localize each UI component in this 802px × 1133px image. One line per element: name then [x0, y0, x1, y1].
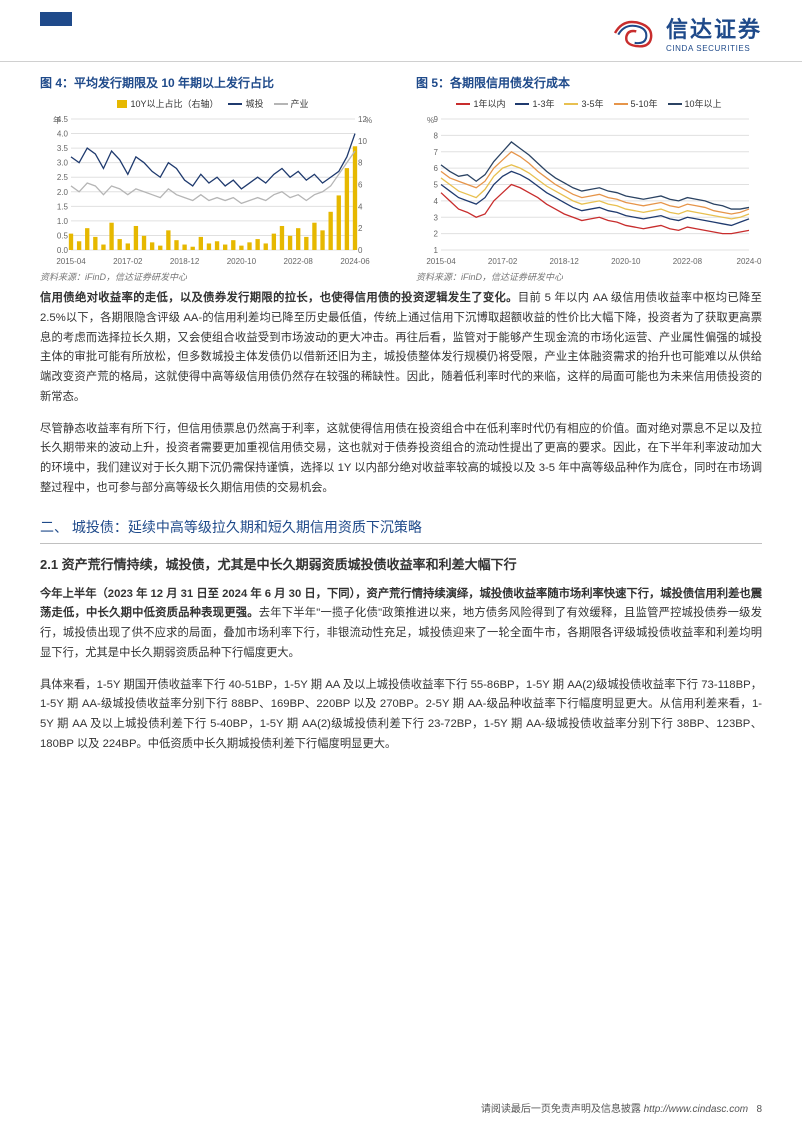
- footer-page: 8: [756, 1104, 762, 1115]
- legend-red-swatch: [456, 103, 470, 105]
- svg-text:3.0: 3.0: [57, 159, 69, 168]
- svg-text:6: 6: [434, 164, 439, 173]
- subsection-21-title: 2.1 资产荒行情持续，城投债，尤其是中长久期弱资质城投债收益率和利差大幅下行: [40, 554, 762, 573]
- svg-text:10: 10: [358, 137, 367, 146]
- legend-dark-swatch: [668, 103, 682, 105]
- chart5-block: 图 5：各期限信用债发行成本 1年以内 1-3年 3-5年 5-10年 10年以…: [416, 74, 762, 283]
- svg-text:2017-02: 2017-02: [488, 257, 518, 266]
- logo-text-en: CINDA SECURITIES: [666, 44, 762, 53]
- svg-text:0.0: 0.0: [57, 246, 69, 255]
- svg-text:4.0: 4.0: [57, 130, 69, 139]
- legend-grey-label: 产业: [291, 97, 309, 110]
- svg-text:2015-04: 2015-04: [56, 257, 86, 266]
- legend-navy-swatch: [228, 103, 242, 105]
- paragraph-3: 今年上半年（2023 年 12 月 31 日至 2024 年 6 月 30 日，…: [40, 585, 762, 664]
- legend-navy-label: 1-3年: [532, 97, 554, 110]
- svg-text:2: 2: [358, 224, 363, 233]
- svg-text:4: 4: [358, 202, 363, 211]
- legend-yellow-swatch: [564, 103, 578, 105]
- section-2-title: 二、 城投债：延续中高等级拉久期和短久期信用资质下沉策略: [40, 517, 762, 544]
- svg-text:4: 4: [434, 197, 439, 206]
- svg-text:1.0: 1.0: [57, 217, 69, 226]
- svg-text:3.5: 3.5: [57, 144, 69, 153]
- svg-text:3: 3: [434, 213, 439, 222]
- svg-text:8: 8: [434, 131, 439, 140]
- svg-text:2024-0: 2024-0: [737, 257, 762, 266]
- page-header: 信达证券 CINDA SECURITIES: [0, 0, 802, 62]
- legend-dark-label: 10年以上: [685, 97, 722, 110]
- svg-text:9: 9: [434, 115, 439, 124]
- svg-text:2020-10: 2020-10: [611, 257, 641, 266]
- svg-text:6: 6: [358, 181, 363, 190]
- svg-text:1.5: 1.5: [57, 202, 69, 211]
- svg-text:7: 7: [434, 148, 439, 157]
- svg-text:2020-10: 2020-10: [227, 257, 257, 266]
- svg-text:2022-08: 2022-08: [673, 257, 703, 266]
- para1-rest: 目前 5 年以内 AA 级信用债收益率中枢均已降至 2.5%以下，各期限隐含评级…: [40, 292, 762, 403]
- legend-navy-label: 城投: [245, 97, 263, 110]
- legend-red-label: 1年以内: [473, 97, 505, 110]
- svg-text:5: 5: [434, 181, 439, 190]
- svg-text:2017-02: 2017-02: [113, 257, 143, 266]
- legend-orange-label: 5-10年: [631, 97, 658, 110]
- svg-text:2022-08: 2022-08: [284, 257, 314, 266]
- page-footer: 请阅读最后一页免责声明及信息披露 http://www.cindasc.com …: [481, 1100, 762, 1115]
- logo-swirl-icon: [608, 15, 658, 51]
- legend-bar-swatch: [117, 100, 127, 108]
- svg-text:2024-06: 2024-06: [340, 257, 370, 266]
- svg-text:0.5: 0.5: [57, 231, 69, 240]
- svg-text:8: 8: [358, 159, 363, 168]
- footer-url: http://www.cindasc.com: [644, 1104, 748, 1115]
- legend-bar-label: 10Y以上占比（右轴）: [130, 97, 218, 110]
- chart4-source: 资料来源：iFinD，信达证券研发中心: [40, 270, 386, 283]
- header-accent-bar: [40, 12, 72, 26]
- chart4-block: 图 4：平均发行期限及 10 年期以上发行占比 10Y以上占比（右轴） 城投 产…: [40, 74, 386, 283]
- logo-text-cn: 信达证券: [666, 12, 762, 44]
- svg-text:2.5: 2.5: [57, 173, 69, 182]
- svg-text:2: 2: [434, 230, 439, 239]
- footer-text: 请阅读最后一页免责声明及信息披露: [481, 1104, 641, 1115]
- legend-grey-swatch: [274, 103, 288, 105]
- chart5-legend: 1年以内 1-3年 3-5年 5-10年 10年以上: [416, 97, 762, 110]
- page-content: 图 4：平均发行期限及 10 年期以上发行占比 10Y以上占比（右轴） 城投 产…: [0, 62, 802, 755]
- chart4-legend: 10Y以上占比（右轴） 城投 产业: [40, 97, 386, 110]
- svg-text:2015-04: 2015-04: [426, 257, 456, 266]
- svg-text:2018-12: 2018-12: [170, 257, 200, 266]
- svg-text:%: %: [427, 116, 434, 125]
- svg-text:1: 1: [434, 246, 439, 255]
- chart5-title: 图 5：各期限信用债发行成本: [416, 74, 762, 91]
- svg-text:2.0: 2.0: [57, 188, 69, 197]
- svg-text:%: %: [365, 116, 372, 125]
- legend-orange-swatch: [614, 103, 628, 105]
- svg-text:年: 年: [53, 115, 61, 125]
- logo: 信达证券 CINDA SECURITIES: [608, 12, 762, 53]
- legend-yellow-label: 3-5年: [581, 97, 603, 110]
- chart4-canvas: 0.00.51.01.52.02.53.03.54.04.5024681012年…: [40, 113, 386, 268]
- legend-navy-swatch: [515, 103, 529, 105]
- chart5-source: 资料来源：iFinD，信达证券研发中心: [416, 270, 762, 283]
- chart5-canvas: 1 2 3 4 5 6 7 8 9% 2015-04 2017-02 2018-12 2020-10 20…: [416, 113, 762, 268]
- chart4-title: 图 4：平均发行期限及 10 年期以上发行占比: [40, 74, 386, 91]
- para1-lead: 信用债绝对收益率的走低，以及债券发行期限的拉长，也使得信用债的投资逻辑发生了变化…: [40, 292, 518, 304]
- paragraph-1: 信用债绝对收益率的走低，以及债券发行期限的拉长，也使得信用债的投资逻辑发生了变化…: [40, 289, 762, 408]
- svg-text:2018-12: 2018-12: [550, 257, 580, 266]
- svg-text:0: 0: [358, 246, 363, 255]
- paragraph-4: 具体来看，1-5Y 期国开债收益率下行 40-51BP，1-5Y 期 AA 及以…: [40, 676, 762, 755]
- paragraph-2: 尽管静态收益率有所下行，但信用债票息仍然高于利率，这就使得信用债在投资组合中在低…: [40, 420, 762, 499]
